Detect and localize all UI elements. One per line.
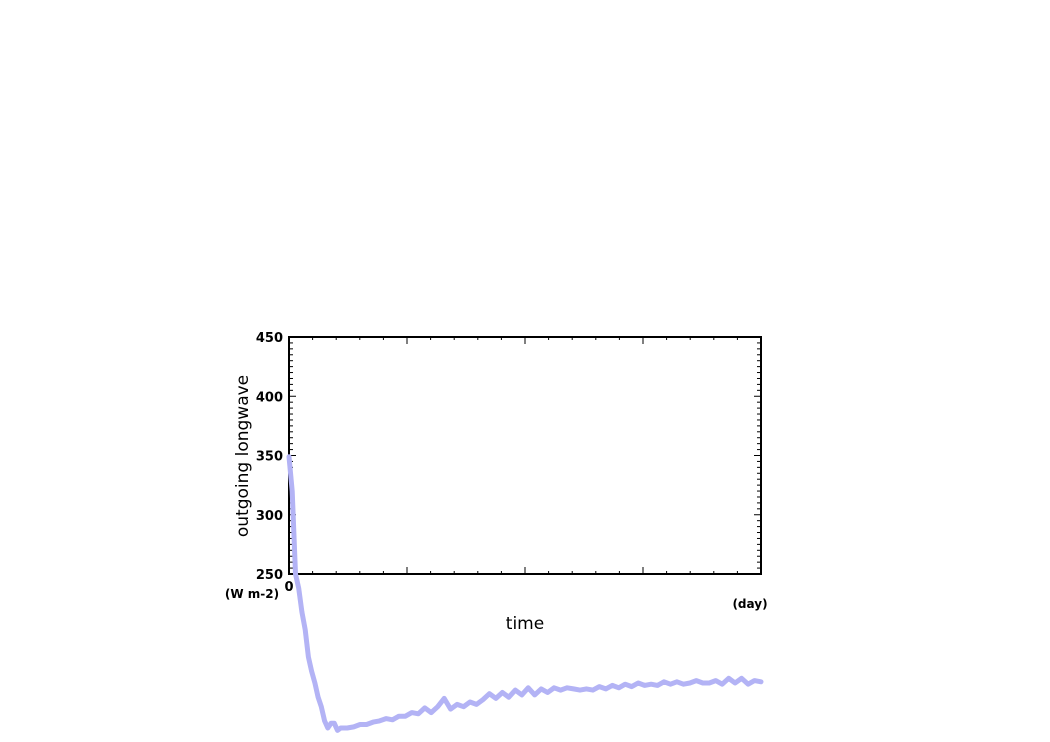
y-tick-label: 350 xyxy=(256,450,283,465)
y-axis-title: outgoing longwave xyxy=(233,375,253,537)
y-minor-ticks xyxy=(289,336,761,575)
series-line-0 xyxy=(286,454,764,733)
series-group xyxy=(286,454,764,733)
x-tick-label: 0 xyxy=(284,580,293,595)
x-axis-title: time xyxy=(506,614,544,634)
y-tick-labels: 250 300 350 400 450 xyxy=(256,331,283,583)
x-unit-label: (day) xyxy=(732,597,767,611)
y-tick-label: 450 xyxy=(256,331,283,346)
x-axis-ticks xyxy=(288,337,762,574)
x-tick-labels: 0 xyxy=(284,580,293,595)
y-unit-label: (W m-2) xyxy=(225,587,279,601)
plot-frame xyxy=(288,336,762,575)
y-tick-label: 400 xyxy=(256,390,283,405)
y-tick-label: 250 xyxy=(256,568,283,583)
y-tick-label: 300 xyxy=(256,509,283,524)
